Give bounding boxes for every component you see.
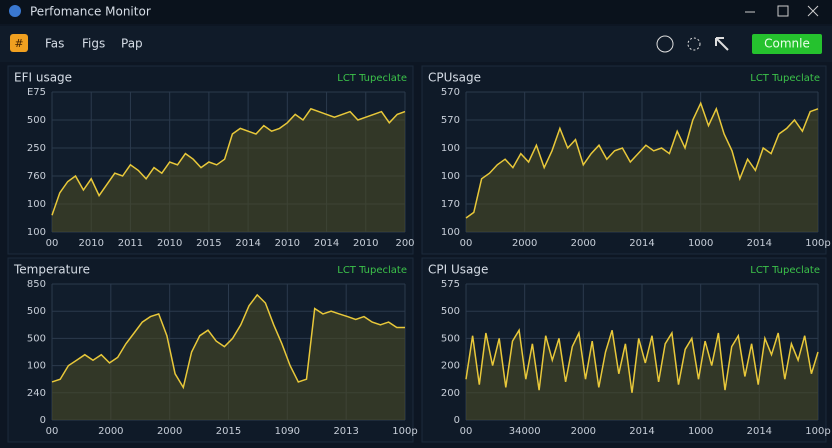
x-tick-label: 2014 [235,238,260,249]
x-tick-label: 2014 [629,426,654,437]
x-tick-label: 2014 [747,426,772,437]
x-tick-label: 00 [460,426,473,437]
toolbar [0,26,832,62]
app-icon [9,5,21,17]
x-tick-label: 2010 [275,238,300,249]
y-tick-label: 570 [441,87,460,98]
y-tick-label: 500 [441,306,460,317]
cursor-icon[interactable] [715,37,729,51]
x-tick-label: 2000 [571,238,596,249]
area [466,103,818,232]
area [466,330,818,420]
y-tick-label: 170 [441,199,460,210]
panel-tag: LCT Tupeclate [337,73,407,84]
y-tick-label: 570 [441,115,460,126]
home-glyph: # [14,37,23,50]
x-tick-label: 100p [805,426,830,437]
x-tick-label: 2013 [333,426,358,437]
x-tick-label: 100p [805,238,830,249]
x-tick-label: 100p [392,426,417,437]
line [465,327,819,393]
y-tick-label: 500 [441,333,460,344]
x-tick-label: 2011 [118,238,143,249]
x-tick-label: 00 [46,238,59,249]
maximize[interactable] [777,5,789,17]
y-tick-label: 100 [441,171,460,182]
line [51,107,406,216]
y-tick-label: 100 [27,361,46,372]
y-tick-label: 500 [27,306,46,317]
panel-title: CPUsage [428,71,481,85]
button[interactable] [752,34,822,54]
y-tick-label: 500 [27,333,46,344]
area [52,294,405,420]
window-title: Perfomance Monitor [30,5,151,19]
x-tick-label: 2014 [747,238,772,249]
x-tick-label: 00 [46,426,59,437]
panel-tag: LCT Tupeclate [750,265,820,276]
panel-tag: LCT Tupeclate [750,73,820,84]
line [51,293,405,390]
panel-title: EFI usage [14,71,72,85]
x-tick-label: 200 [395,238,414,249]
y-tick-label: E75 [27,87,46,98]
y-tick-label: 760 [27,171,46,182]
x-tick-label: 2010 [78,238,103,249]
x-tick-label: 2010 [353,238,378,249]
y-tick-label: 100 [441,227,460,238]
button-label[interactable]: Comnle [764,37,810,51]
close[interactable] [807,5,819,17]
y-tick-label: 575 [441,279,460,290]
menu-item[interactable]: Fas [45,37,64,51]
y-tick-label: 0 [454,415,460,426]
x-tick-label: 1000 [688,238,713,249]
y-tick-label: 250 [27,143,46,154]
y-tick-label: 240 [27,388,46,399]
y-tick-label: 200 [441,361,460,372]
home-icon[interactable] [10,34,28,52]
line [465,101,819,219]
menu-item[interactable]: Pap [121,37,143,51]
x-tick-label: 2000 [157,426,182,437]
panel-title: Temperature [13,263,90,277]
title-bar [0,0,832,24]
panel-title: CPI Usage [428,263,488,277]
y-tick-label: 100 [27,199,46,210]
x-tick-label: 00 [460,238,473,249]
y-tick-label: 0 [40,415,46,426]
menu-item[interactable]: Figs [82,37,105,51]
x-tick-label: 2010 [157,238,182,249]
x-tick-label: 2015 [196,238,221,249]
x-tick-label: 34000 [509,426,541,437]
y-tick-label: 500 [27,115,46,126]
x-tick-label: 2000 [512,238,537,249]
x-tick-label: 2015 [216,426,241,437]
x-tick-label: 1090 [275,426,300,437]
x-tick-label: 2014 [314,238,339,249]
y-tick-label: 850 [27,279,46,290]
area [52,108,405,232]
x-tick-label: 2000 [571,426,596,437]
x-tick-label: 1000 [688,426,713,437]
y-tick-label: 100 [27,227,46,238]
y-tick-label: 200 [441,388,460,399]
x-tick-label: 2014 [629,238,654,249]
y-tick-label: 100 [441,143,460,154]
panel-tag: LCT Tupeclate [337,265,407,276]
user-icon[interactable] [656,35,674,53]
settings-icon[interactable] [687,37,701,51]
x-tick-label: 2000 [98,426,123,437]
